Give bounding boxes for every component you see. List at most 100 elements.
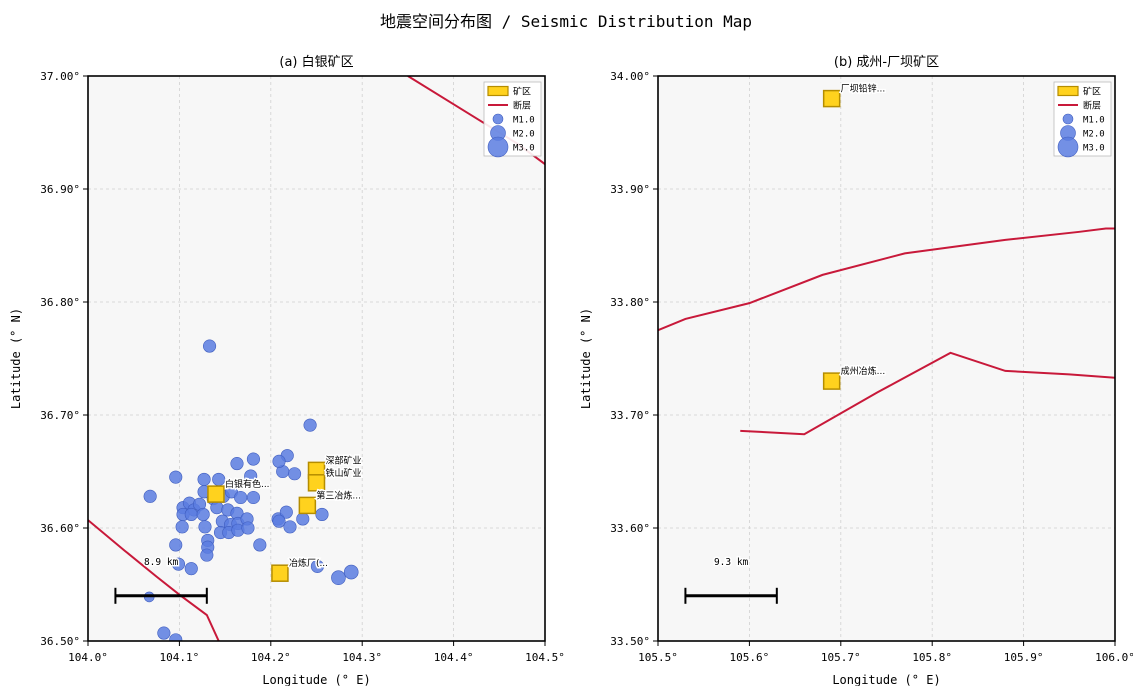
x-tick-label: 104.4° [434, 651, 474, 664]
panel-b: 厂坝铅锌... 成州冶炼... 9.3 km 105.5° 105.6° 105.7° 10… [579, 55, 1133, 686]
earthquake-point [203, 339, 217, 353]
x-tick-label: 104.3° [342, 651, 382, 664]
earthquake-point [331, 570, 346, 586]
legend-label: 断层 [513, 100, 531, 112]
earthquake-point [184, 507, 198, 521]
mine-label: 深部矿业 [326, 454, 362, 466]
mine-label: 冶炼厂(... [289, 557, 328, 569]
earthquake-point [343, 564, 359, 580]
earthquake-point [200, 548, 214, 562]
legend-label: M3.0 [1083, 144, 1105, 154]
mine-marker [307, 474, 326, 492]
fault-line [88, 519, 220, 641]
y-axis-label: Latitude (° N) [579, 308, 593, 409]
plot-content: 厂坝铅锌... 成州冶炼... 9.3 km [658, 81, 1115, 604]
y-tick-label: 33.90° [610, 183, 650, 196]
earthquake-point [244, 469, 258, 483]
x-tick-label: 105.7° [821, 651, 861, 664]
legend-mine-swatch [487, 85, 509, 97]
figure-title: 地震空间分布图 / Seismic Distribution Map [380, 12, 752, 31]
earthquake-point [171, 557, 186, 571]
earthquake-point [210, 501, 224, 515]
x-tick-label: 105.9° [1004, 651, 1044, 664]
y-axis-label: Latitude (° N) [9, 308, 23, 409]
legend-label: 矿区 [513, 86, 531, 98]
earthquake-point [303, 418, 317, 432]
mine-marker [822, 89, 841, 108]
x-tick-label: 105.8° [912, 651, 952, 664]
earthquake-point [230, 457, 244, 471]
earthquake-point [169, 633, 183, 641]
earthquake-point [169, 538, 183, 552]
mine-label: 白银有色... [225, 478, 270, 490]
mine-marker [298, 496, 317, 515]
mine-marker [207, 485, 225, 503]
mine-marker [271, 564, 289, 582]
earthquake-point [315, 507, 329, 521]
earthquake-point [157, 626, 171, 640]
earthquake-point [272, 514, 286, 528]
scale-bar-label: 8.9 km [144, 557, 179, 568]
x-tick-label: 105.5° [638, 651, 678, 664]
mine-label: 成州冶炼... [841, 365, 886, 377]
earthquake-point [288, 467, 302, 481]
legend-label: 断层 [1083, 100, 1101, 112]
mine-label: 厂坝铅锌... [841, 83, 886, 95]
y-tick-label: 37.00° [40, 70, 80, 83]
fault-line [658, 227, 1115, 332]
mine-label: 第三冶炼... [316, 489, 361, 501]
earthquake-point [169, 470, 183, 484]
y-tick-label: 36.70° [40, 409, 80, 422]
mine-label: 铁山矿业 [326, 467, 362, 479]
y-tick-label: 36.90° [40, 183, 80, 196]
earthquake-point [246, 452, 260, 466]
x-tick-label: 104.5° [525, 651, 565, 664]
earthquake-point [283, 520, 297, 534]
earthquake-point [197, 472, 211, 486]
y-tick-label: 36.60° [40, 522, 80, 535]
plot-area [658, 76, 1115, 641]
earthquake-point [143, 489, 157, 503]
earthquake-point [253, 538, 267, 552]
y-tick-label: 33.70° [610, 409, 650, 422]
y-tick-label: 36.50° [40, 635, 80, 648]
earthquake-point [241, 521, 255, 535]
plot-frame [87, 75, 546, 642]
earthquake-point [296, 512, 310, 526]
earthquake-point [212, 472, 226, 486]
legend-quake-swatch [1062, 113, 1074, 125]
legend-label: M3.0 [513, 144, 535, 154]
earthquake-point [234, 490, 248, 505]
earthquake-point [198, 520, 212, 534]
x-tick-label: 104.2° [251, 651, 291, 664]
legend-mine-swatch [1057, 85, 1079, 97]
legend-label: M2.0 [513, 130, 535, 140]
earthquake-point [246, 490, 260, 505]
earthquake-point [196, 507, 210, 521]
legend-label: 矿区 [1083, 86, 1101, 98]
legend-quake-swatch [1057, 136, 1079, 158]
scale-bar-label: 9.3 km [714, 557, 749, 568]
y-tick-label: 36.80° [40, 296, 80, 309]
x-tick-label: 104.1° [160, 651, 200, 664]
earthquake-point [279, 505, 293, 519]
plot-frame [657, 75, 1116, 642]
earthquake-point [184, 562, 198, 576]
legend-label: M2.0 [1083, 130, 1105, 140]
x-axis-label: Longitude (° E) [832, 673, 940, 686]
plot-area [88, 76, 545, 641]
y-tick-label: 33.60° [610, 522, 650, 535]
x-axis-label: Longitude (° E) [262, 673, 370, 686]
legend-label: M1.0 [1083, 116, 1105, 126]
mine-marker [822, 372, 841, 390]
y-tick-label: 33.50° [610, 635, 650, 648]
x-tick-label: 104.0° [68, 651, 108, 664]
x-tick-label: 105.6° [730, 651, 770, 664]
earthquake-point [310, 559, 324, 573]
panel-title: (b) 成州-厂坝矿区 [834, 55, 939, 70]
fault-line [740, 351, 1115, 436]
